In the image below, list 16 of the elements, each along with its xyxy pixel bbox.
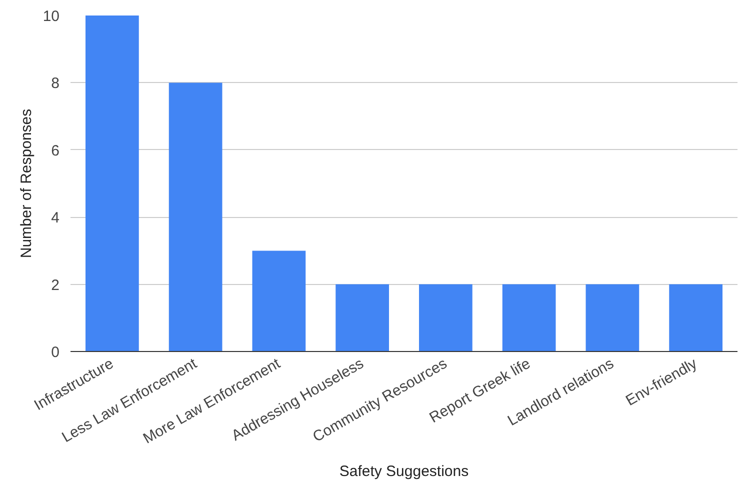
bar <box>252 250 306 352</box>
bar <box>502 284 556 352</box>
y-tick-label: 0 <box>51 344 60 361</box>
y-tick-label: 2 <box>51 276 60 294</box>
y-tick-label: 6 <box>51 142 60 160</box>
bar <box>586 284 640 352</box>
y-tick-label: 8 <box>51 75 60 92</box>
bar <box>419 284 472 352</box>
bar <box>669 284 722 352</box>
y-tick-label: 10 <box>42 8 60 25</box>
bar <box>336 284 389 352</box>
y-axis-title: Number of Responses <box>18 108 35 258</box>
y-tick-label: 4 <box>51 210 60 227</box>
x-axis-title: Safety Suggestions <box>339 462 469 480</box>
bar <box>168 82 222 352</box>
bar <box>86 16 139 352</box>
